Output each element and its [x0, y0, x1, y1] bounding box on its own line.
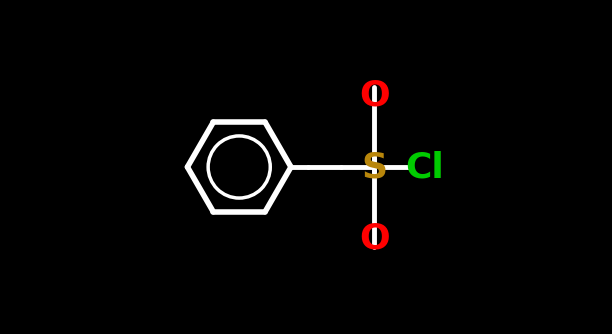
Text: S: S	[362, 150, 387, 184]
Text: Cl: Cl	[405, 150, 444, 184]
Text: O: O	[359, 78, 390, 112]
Text: O: O	[359, 222, 390, 256]
